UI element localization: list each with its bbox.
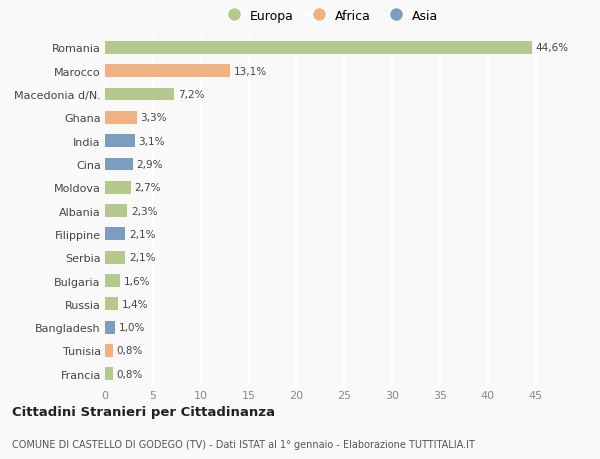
- Bar: [105, 205, 127, 218]
- Text: 2,7%: 2,7%: [134, 183, 161, 193]
- Bar: [105, 158, 133, 171]
- Text: 44,6%: 44,6%: [536, 43, 569, 53]
- Text: 0,8%: 0,8%: [116, 369, 143, 379]
- Bar: [105, 228, 125, 241]
- Bar: [105, 321, 115, 334]
- Bar: [105, 112, 137, 124]
- Text: 2,3%: 2,3%: [131, 206, 157, 216]
- Text: 13,1%: 13,1%: [234, 67, 268, 77]
- Bar: [105, 65, 230, 78]
- Text: 2,1%: 2,1%: [129, 230, 155, 240]
- Text: 1,6%: 1,6%: [124, 276, 151, 286]
- Text: 1,4%: 1,4%: [122, 299, 149, 309]
- Bar: [105, 344, 113, 357]
- Bar: [105, 42, 532, 55]
- Text: 2,9%: 2,9%: [137, 160, 163, 170]
- Text: 1,0%: 1,0%: [118, 322, 145, 332]
- Bar: [105, 135, 134, 148]
- Bar: [105, 251, 125, 264]
- Text: 3,3%: 3,3%: [140, 113, 167, 123]
- Text: COMUNE DI CASTELLO DI GODEGO (TV) - Dati ISTAT al 1° gennaio - Elaborazione TUTT: COMUNE DI CASTELLO DI GODEGO (TV) - Dati…: [12, 440, 475, 449]
- Text: 0,8%: 0,8%: [116, 346, 143, 356]
- Bar: [105, 368, 113, 381]
- Text: 2,1%: 2,1%: [129, 252, 155, 263]
- Bar: [105, 274, 121, 287]
- Legend: Europa, Africa, Asia: Europa, Africa, Asia: [217, 5, 443, 28]
- Text: 7,2%: 7,2%: [178, 90, 204, 100]
- Text: 3,1%: 3,1%: [139, 136, 165, 146]
- Bar: [105, 89, 174, 101]
- Text: Cittadini Stranieri per Cittadinanza: Cittadini Stranieri per Cittadinanza: [12, 405, 275, 419]
- Bar: [105, 298, 118, 311]
- Bar: [105, 181, 131, 194]
